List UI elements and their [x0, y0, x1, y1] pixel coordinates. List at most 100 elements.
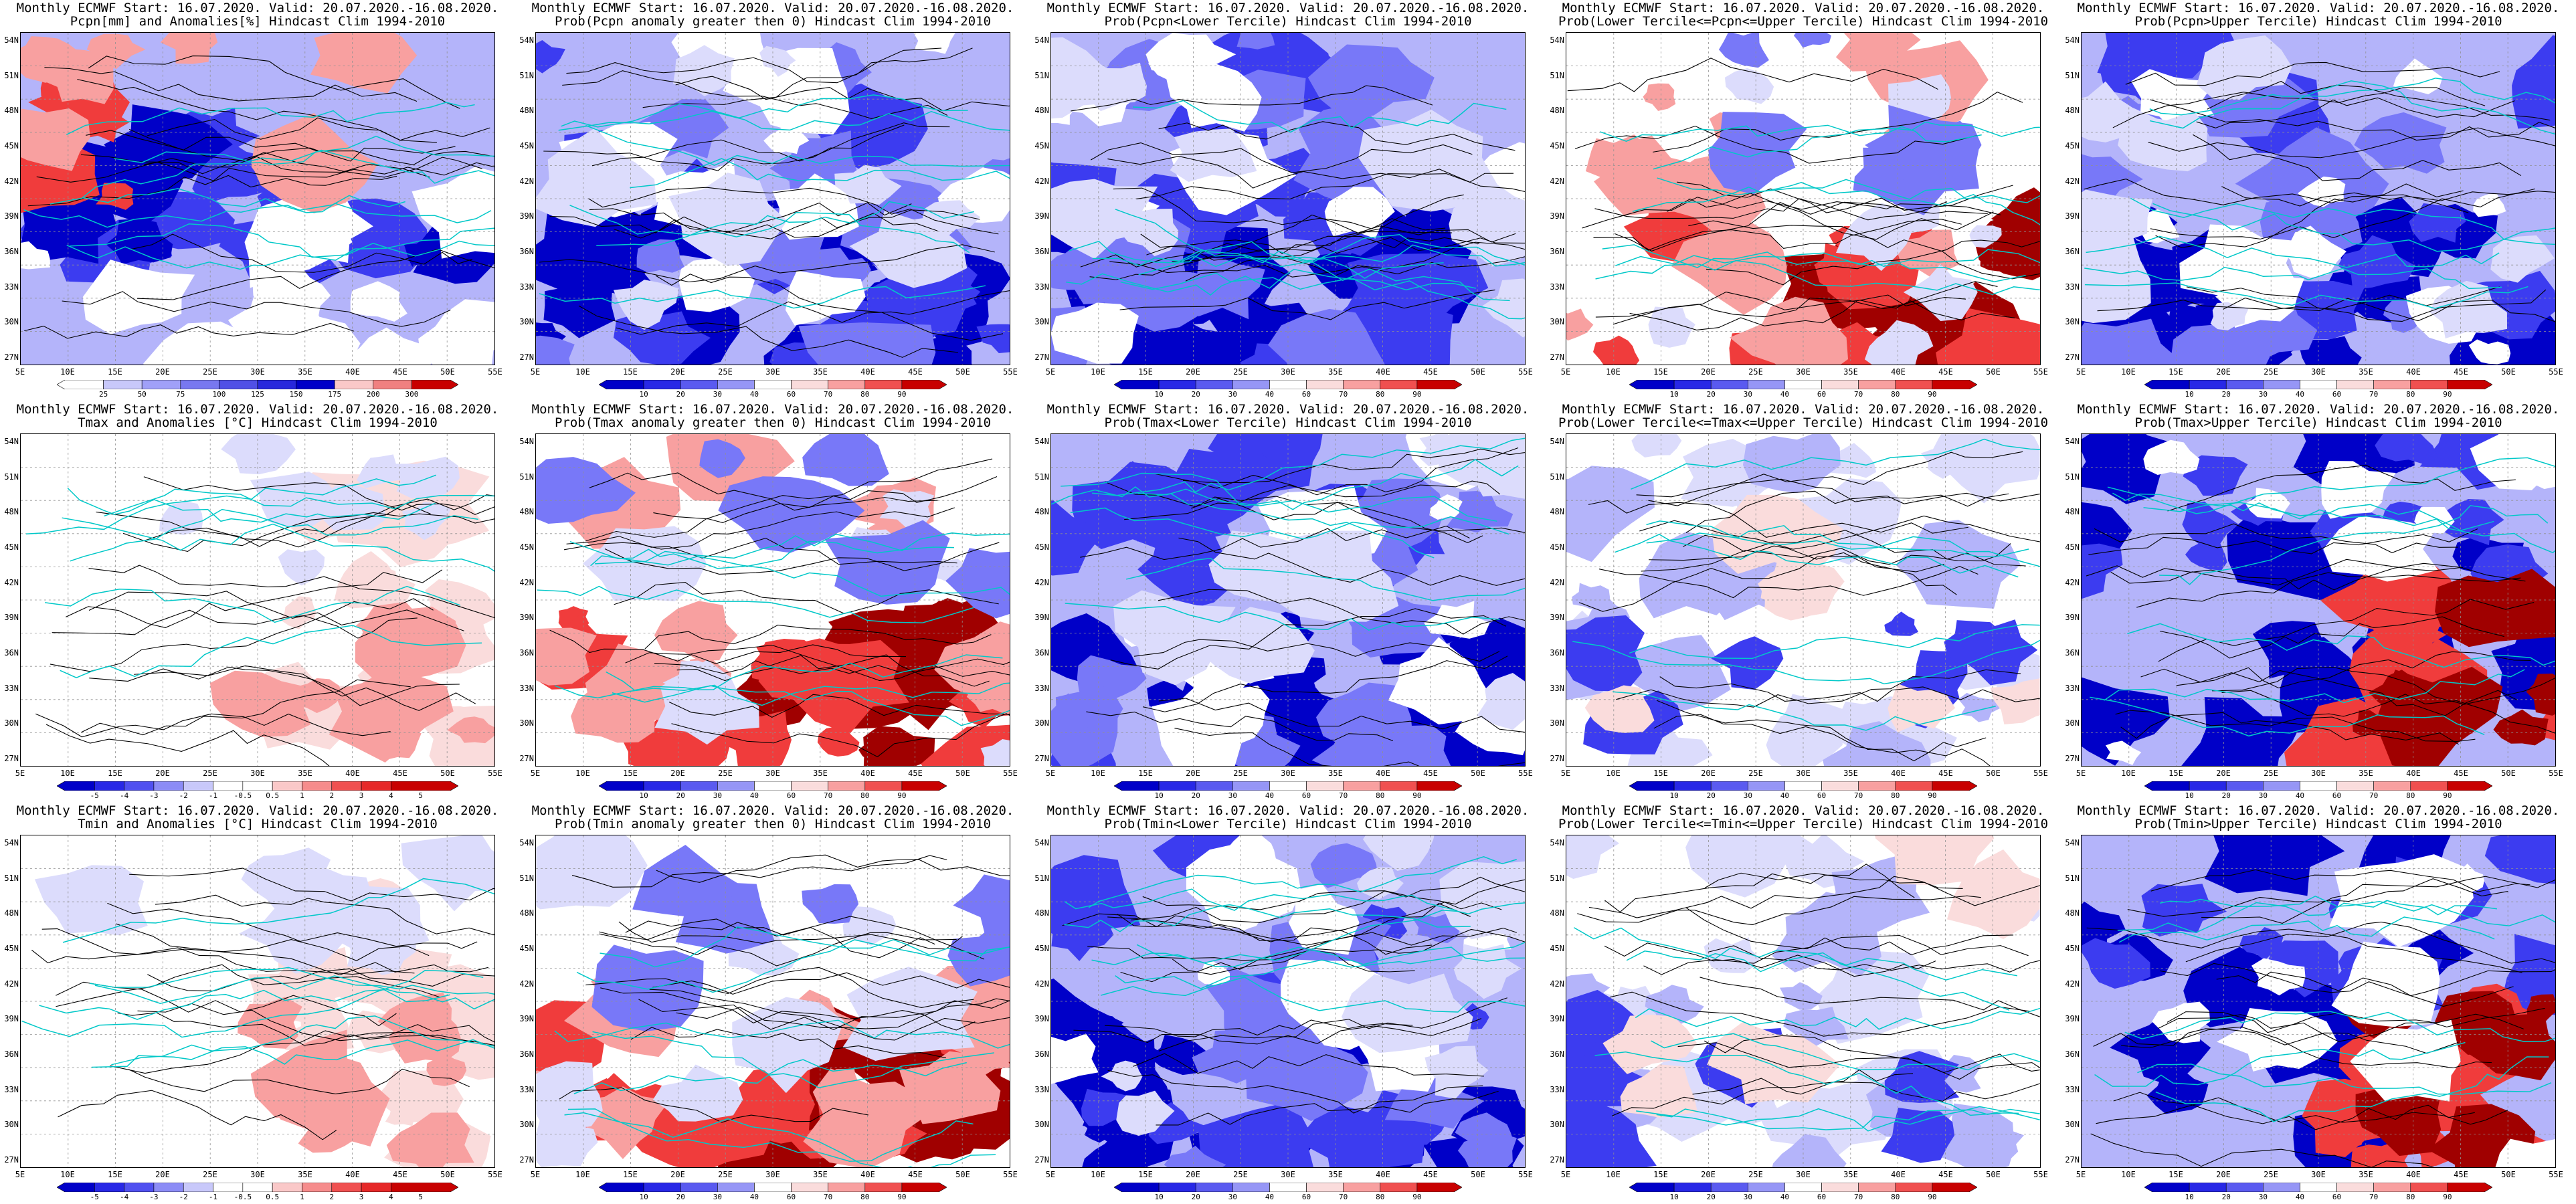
longitude-label: 5E: [1560, 769, 1571, 778]
shaded-area: [2493, 709, 2549, 746]
shaded-area: [1730, 296, 1849, 365]
contour-line: [653, 476, 998, 523]
latitude-label: 48N: [519, 106, 534, 116]
shaded-area: [536, 627, 597, 686]
latitude-label: 42N: [1550, 979, 1564, 989]
colorbar-tick-label: 40: [749, 1193, 759, 1201]
colorbar-segment: [2263, 1183, 2300, 1192]
latitude-label: 27N: [2065, 754, 2080, 763]
shaded-area: [1932, 835, 1977, 864]
contour-line: [62, 291, 451, 327]
latitude-label: 33N: [4, 683, 19, 693]
contour-line: [1648, 451, 2023, 506]
colorbar-tick-label: 70: [2369, 791, 2379, 800]
longitude-label: 10E: [60, 1170, 75, 1179]
latitude-label: 36N: [4, 1049, 19, 1059]
shaded-area: [2210, 302, 2249, 330]
latitude-label: 30N: [1034, 718, 1049, 728]
longitude-label: 10E: [575, 367, 590, 377]
colorbar-segment: [717, 781, 755, 791]
shaded-area: [21, 108, 90, 171]
shaded-area: [2354, 112, 2447, 174]
colorbar-segment: [1821, 781, 1859, 791]
latitude-label: 45N: [519, 141, 534, 150]
shaded-area: [2082, 318, 2182, 365]
coastline: [62, 878, 494, 943]
coastline: [630, 158, 1010, 189]
longitude-label: 45E: [908, 1170, 923, 1179]
map-frame: [535, 433, 1010, 767]
colorbar-segment: [272, 781, 302, 791]
longitude-label: 55E: [1003, 769, 1018, 778]
longitude-label: 25E: [203, 769, 217, 778]
shaded-area: [401, 835, 494, 912]
coastline: [1070, 507, 1509, 540]
colorbar-segment: [1380, 1183, 1418, 1192]
colorbar-segment: [124, 781, 155, 791]
latitude-label: 45N: [1034, 944, 1049, 953]
coastline: [1635, 1007, 2040, 1030]
contour-line: [2148, 127, 2555, 159]
contour-line: [578, 305, 959, 358]
latitude-label: 45N: [1550, 944, 1564, 953]
latitude-label: 45N: [4, 944, 19, 953]
contour-line: [2207, 80, 2551, 121]
latitude-label: 36N: [519, 247, 534, 256]
colorbar-tick-label: 90: [897, 390, 907, 399]
coastline: [2094, 1041, 2466, 1087]
contour-line: [56, 981, 397, 1027]
shaded-area: [1928, 434, 2040, 504]
latitude-label: 45N: [519, 542, 534, 552]
colorbar-segment: [1195, 781, 1233, 791]
latitude-label: 39N: [4, 1014, 19, 1024]
map-panel: Monthly ECMWF Start: 16.07.2020. Valid: …: [2061, 0, 2576, 401]
longitude-label: 35E: [2359, 769, 2373, 778]
shaded-area: [1581, 1052, 1620, 1080]
colorbar: [1629, 380, 1977, 389]
map-canvas: [1051, 33, 1525, 365]
contour-line: [1653, 92, 2023, 153]
colorbar-tick-label: 10: [2185, 390, 2194, 399]
longitude-label: 45E: [1423, 367, 1438, 377]
map-canvas: [21, 33, 494, 365]
shaded-area: [1174, 448, 1278, 528]
coastline: [590, 555, 1010, 597]
latitude-label: 36N: [2065, 1049, 2080, 1059]
contour-line: [1117, 914, 1433, 955]
panel-title-line1: Monthly ECMWF Start: 16.07.2020. Valid: …: [16, 402, 499, 417]
colorbar-tick-label: 90: [1928, 1193, 1937, 1201]
colorbar-tick-label: -4: [119, 791, 129, 800]
shaded-area: [945, 548, 1010, 619]
longitude-label: 40E: [1376, 769, 1390, 778]
shaded-area: [2183, 455, 2248, 496]
colorbar-segment: [791, 380, 828, 389]
contour-line: [618, 921, 963, 950]
contour-line: [147, 968, 494, 992]
latitude-label: 39N: [1034, 211, 1049, 221]
shaded-area: [802, 884, 859, 924]
longitude-label: 55E: [1518, 769, 1533, 778]
longitude-label: 25E: [1233, 1170, 1248, 1179]
coastline: [1064, 888, 1457, 911]
shaded-area: [913, 33, 955, 54]
coastline: [91, 1039, 494, 1068]
colorbar-segment: [2336, 781, 2374, 791]
contour-line: [1119, 289, 1495, 320]
contour-line: [604, 542, 1000, 575]
colorbar-segment: [213, 781, 244, 791]
shaded-area: [1419, 434, 1472, 467]
colorbar-tick-label: 30: [2258, 791, 2268, 800]
colorbar-segment: [2263, 781, 2300, 791]
latitude-label: 30N: [4, 718, 19, 728]
colorbar-tick-label: 60: [786, 791, 796, 800]
colorbar-tick-label: 90: [2443, 1193, 2452, 1201]
longitude-label: 25E: [2264, 769, 2278, 778]
colorbar-segment: [124, 1183, 155, 1192]
contour-line: [591, 122, 950, 167]
shaded-area: [2197, 35, 2292, 100]
colorbar-graphic: [57, 380, 458, 389]
longitude-label: 10E: [1606, 1170, 1621, 1179]
colorbar-segment: [2300, 380, 2337, 389]
shaded-area: [1119, 208, 1179, 257]
contour-line: [1172, 214, 1516, 262]
